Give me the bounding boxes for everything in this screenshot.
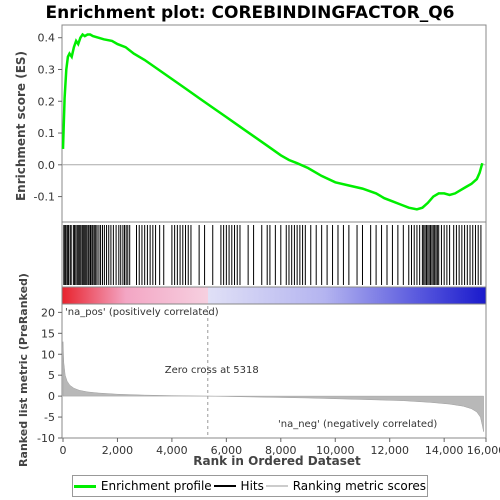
- legend-entry-enrichment: Enrichment profile: [73, 479, 212, 493]
- es-y-tick-label: 0.2: [38, 95, 56, 108]
- legend-swatch-ranking: [265, 485, 288, 487]
- enrichment-profile-line: [61, 32, 484, 211]
- rank-y-tick-label: 10: [41, 348, 55, 361]
- es-y-axis-title: Enrichment score (ES): [14, 51, 28, 201]
- chart-title: Enrichment plot: COREBINDINGFACTOR_Q6: [46, 3, 455, 23]
- legend-entry-ranking: Ranking metric scores: [265, 479, 427, 493]
- hit-marks: [63, 225, 482, 285]
- legend-label-ranking: Ranking metric scores: [292, 479, 427, 493]
- x-tick-label: 0: [60, 444, 67, 457]
- rank-y-tick-label: -5: [44, 411, 55, 424]
- es-y-tick-label: 0.3: [38, 63, 56, 76]
- rank-y-tick-label: 5: [48, 369, 55, 382]
- es-y-tick-label: 0.4: [38, 32, 56, 45]
- x-tick-label: 12,000: [370, 444, 409, 457]
- legend-swatch-hits: [213, 485, 236, 487]
- x-tick-label: 8,000: [265, 444, 297, 457]
- x-tick-label: 2,000: [102, 444, 134, 457]
- es-panel-frame: [61, 24, 487, 223]
- x-axis: 0 2,000 4,000 6,000 8,000 10,000 12,000 14,000 1…: [60, 438, 500, 457]
- es-y-axis: -0.1 0.0 0.1 0.2 0.3 0.4: [34, 32, 62, 204]
- ranking-gradient-bar: [62, 287, 486, 304]
- x-tick-label: 14,000: [425, 444, 464, 457]
- rank-y-tick-label: 0: [48, 390, 55, 403]
- x-tick-label: 6,000: [211, 444, 243, 457]
- x-tick-label: 10,000: [316, 444, 355, 457]
- legend-swatch-enrichment: [73, 484, 96, 488]
- rank-y-tick-label: 15: [41, 327, 55, 340]
- x-axis-title: Rank in Ordered Dataset: [193, 454, 361, 468]
- legend-label-hits: Hits: [240, 479, 264, 493]
- positive-correlation-label: 'na_pos' (positively correlated): [65, 307, 219, 318]
- rank-y-axis: -10 -5 0 5 10 15 20: [37, 306, 62, 445]
- rank-y-axis-title: Ranked list metric (PreRanked): [17, 273, 30, 467]
- zero-cross-label: Zero cross at 5318: [165, 365, 259, 376]
- rank-y-tick-label: -10: [37, 432, 55, 445]
- es-y-tick-label: -0.1: [34, 191, 55, 204]
- es-y-tick-label: 0.1: [38, 127, 56, 140]
- rank-panel-frame: [61, 303, 487, 439]
- legend-entry-hits: Hits: [213, 479, 264, 493]
- x-tick-label: 4,000: [156, 444, 188, 457]
- rank-y-tick-label: 20: [41, 306, 55, 319]
- x-tick-label: 16,000: [467, 444, 500, 457]
- es-y-tick-label: 0.0: [38, 159, 56, 172]
- legend: Enrichment profile Hits Ranking metric s…: [72, 475, 428, 497]
- negative-correlation-label: 'na_neg' (negatively correlated): [278, 419, 437, 430]
- legend-label-enrichment: Enrichment profile: [100, 479, 212, 493]
- ranking-metric-area: [62, 341, 484, 432]
